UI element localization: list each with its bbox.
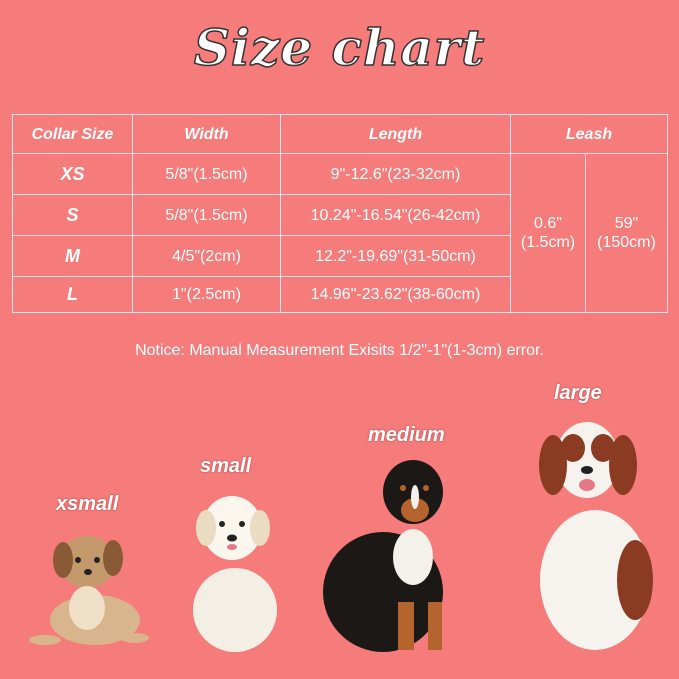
row-length: 9"-12.6"(23-32cm) [281,154,511,195]
notice-text: Notice: Manual Measurement Exisits 1/2"-… [135,342,544,359]
leash-length-inch: 59" [614,215,639,232]
label-medium: medium [368,424,445,446]
row-length: 12.2"-19.69"(31-50cm) [281,236,511,277]
label-xsmall: xsmall [56,493,119,515]
label-large: large [554,382,602,404]
row-size: M [13,236,133,277]
xsmall-dog-image [29,536,149,645]
row-size: L [13,277,133,312]
leash-length-cell: 59" (150cm) [586,154,667,312]
leash-width-inch: 0.6" [534,215,562,232]
size-table: Collar Size Width Length Leash XS 5/8"(1… [12,114,668,313]
large-dog-image [539,422,653,650]
header-leash: Leash [511,115,667,154]
row-size: XS [13,154,133,195]
row-width: 5/8"(1.5cm) [133,195,281,236]
page-title: Size chart [193,17,486,78]
row-length: 14.96"-23.62"(38-60cm) [281,277,511,312]
header-width: Width [133,115,281,154]
row-length: 10.24"-16.54"(26-42cm) [281,195,511,236]
small-dog-image [193,496,277,652]
header-collar-size: Collar Size [13,115,133,154]
medium-dog-image [323,460,443,652]
row-width: 5/8"(1.5cm) [133,154,281,195]
row-size: S [13,195,133,236]
leash-length-cm: (150cm) [597,234,656,251]
row-width: 1"(2.5cm) [133,277,281,312]
header-length: Length [281,115,511,154]
leash-width-cell: 0.6" (1.5cm) [511,154,586,312]
row-width: 4/5"(2cm) [133,236,281,277]
leash-width-cm: (1.5cm) [520,234,576,251]
label-small: small [200,455,252,477]
